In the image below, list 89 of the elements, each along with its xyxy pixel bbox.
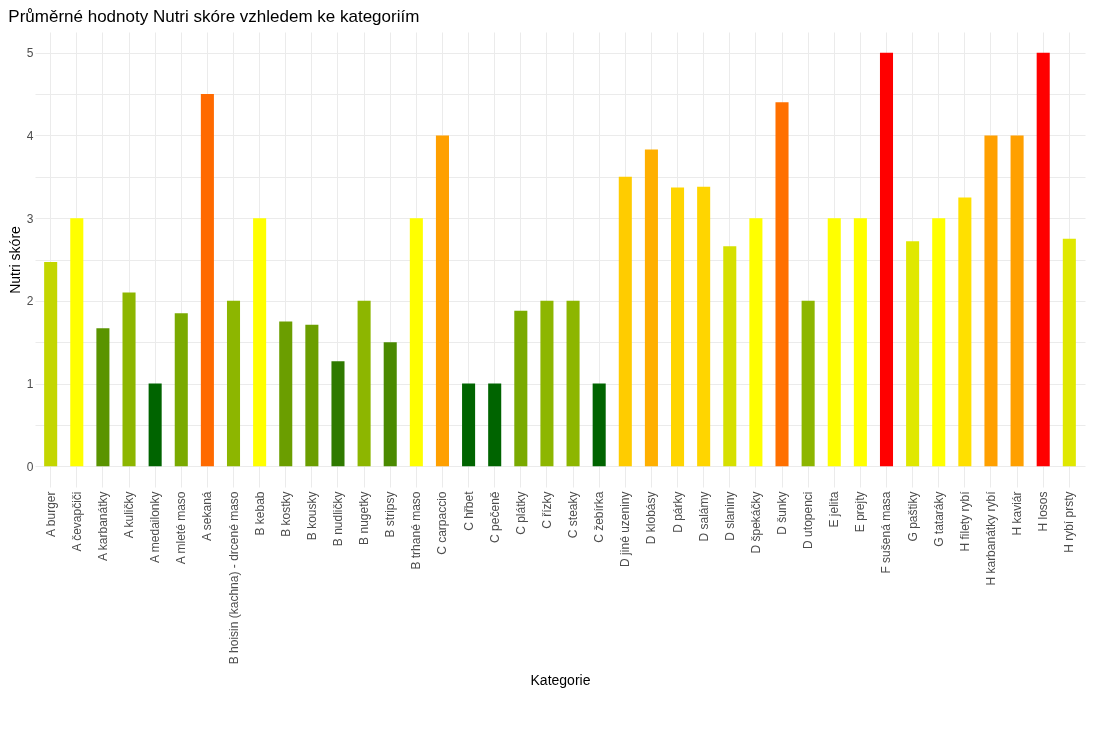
chart-title: Průměrné hodnoty Nutri skóre vzhledem ke kategoriím: [8, 7, 420, 26]
bar: [462, 383, 476, 467]
bar: [122, 292, 136, 467]
bar: [357, 300, 371, 467]
bar: [723, 246, 737, 467]
x-tick-label: A kuličky: [122, 491, 137, 539]
x-tick-label: B trhané maso: [409, 491, 424, 570]
x-tick-label: B kebab: [252, 491, 267, 536]
x-tick-label: A burger: [43, 491, 58, 537]
x-tick-label: F sušená masa: [879, 491, 894, 574]
bar: [435, 135, 449, 467]
x-axis-title: Kategorie: [530, 672, 591, 689]
x-tick-label: E jelita: [827, 491, 842, 528]
bar: [1062, 238, 1076, 467]
x-tick-label: D párky: [670, 491, 685, 533]
x-tick-label: D šunky: [775, 491, 790, 535]
bar: [644, 149, 658, 467]
y-axis-title: Nutri skóre: [6, 225, 23, 294]
x-tick-label: C hřbet: [461, 490, 476, 531]
y-tick-label: 1: [26, 377, 34, 392]
bar: [44, 261, 58, 467]
x-tick-label: A mleté maso: [174, 491, 189, 565]
bar: [383, 342, 397, 467]
bar: [1010, 135, 1024, 467]
x-tick-label: D klobásy: [644, 491, 659, 545]
bar: [174, 313, 188, 467]
bar: [226, 300, 241, 467]
x-tick-label: D salámy: [696, 491, 711, 542]
x-tick-label: D utopenci: [801, 491, 816, 549]
bar: [906, 241, 920, 467]
bar: [305, 324, 319, 467]
bar: [592, 383, 606, 467]
x-tick-label: C pečeně: [487, 491, 502, 543]
bar: [488, 383, 502, 467]
x-tick-label: A karbanátky: [95, 491, 110, 561]
x-tick-label: B stripsy: [383, 491, 398, 538]
x-tick-label: C steaky: [566, 491, 581, 539]
x-tick-label: D jiné uzeniny: [618, 491, 633, 567]
bar: [932, 218, 946, 467]
x-tick-label: H losos: [1036, 491, 1051, 532]
bar: [775, 102, 789, 467]
bar: [331, 361, 345, 467]
x-tick-label: A sekaná: [200, 491, 215, 541]
x-tick-label: B kostky: [278, 491, 293, 537]
y-tick-label: 2: [26, 294, 34, 309]
x-tick-label: E prejty: [853, 491, 868, 533]
bar: [749, 218, 763, 467]
x-tick-label: H karbanátky rybí: [983, 490, 998, 586]
x-tick-label: H rybí prsty: [1062, 491, 1077, 553]
bar: [96, 328, 110, 467]
bar: [958, 197, 972, 467]
x-tick-label: A čevapčiči: [69, 491, 84, 552]
bar: [879, 52, 894, 467]
bar: [827, 218, 841, 467]
bar: [1036, 52, 1050, 467]
x-tick-label: C plátky: [513, 491, 528, 535]
bar: [853, 218, 867, 467]
x-tick-label: C žebírka: [592, 491, 607, 543]
bar: [566, 300, 580, 467]
bar: [200, 94, 214, 467]
bar: [984, 135, 998, 467]
bar: [801, 300, 815, 467]
y-tick-label: 5: [26, 46, 34, 61]
bar: [148, 383, 162, 467]
x-tick-label: D špekáčky: [748, 491, 763, 554]
x-tick-label: C řízky: [539, 491, 554, 529]
x-tick-label: H kaviár: [1010, 491, 1025, 536]
bar: [514, 310, 528, 467]
x-tick-label: B hoisin (kachna) - drcené maso: [226, 491, 241, 665]
bar: [279, 321, 293, 467]
bar: [697, 186, 711, 467]
x-tick-label: G tataráky: [931, 491, 946, 547]
x-tick-label: B nugetky: [357, 491, 372, 545]
x-tick-label: A medailonky: [148, 491, 163, 563]
bar: [671, 187, 685, 467]
bar: [253, 218, 267, 467]
x-tick-label: G paštiky: [905, 491, 920, 542]
x-tick-label: B kousky: [304, 491, 319, 541]
bar: [70, 218, 84, 467]
bar: [540, 300, 554, 467]
y-tick-label: 3: [26, 211, 34, 226]
bar: [409, 218, 423, 467]
x-tick-label: H filety rybí: [957, 490, 972, 552]
y-tick-label: 4: [26, 128, 34, 143]
bar: [618, 176, 632, 467]
x-tick-label: C carpaccio: [435, 491, 450, 555]
x-tick-label: D slaniny: [722, 491, 737, 541]
x-tick-label: B nudličky: [330, 491, 345, 547]
y-tick-label: 0: [26, 459, 34, 474]
